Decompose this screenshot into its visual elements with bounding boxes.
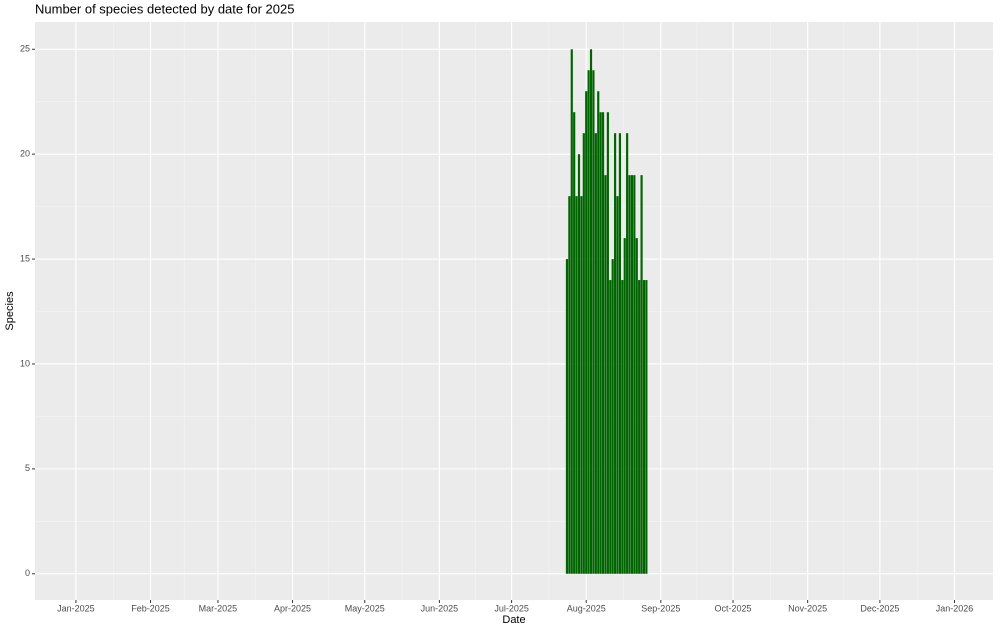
bar bbox=[635, 238, 638, 574]
bar bbox=[565, 259, 569, 574]
chart-title: Number of species detected by date for 2… bbox=[35, 1, 294, 16]
bar bbox=[601, 112, 605, 574]
bar bbox=[623, 238, 626, 574]
y-tick-label: 25 bbox=[20, 44, 30, 54]
y-tick-label: 5 bbox=[25, 463, 30, 473]
y-tick-label: 0 bbox=[25, 568, 30, 578]
x-tick-label: Apr-2025 bbox=[274, 603, 311, 613]
bar bbox=[573, 112, 576, 574]
bar bbox=[611, 259, 614, 574]
bar bbox=[597, 91, 600, 574]
bar bbox=[594, 133, 597, 574]
bar bbox=[616, 196, 619, 574]
bar bbox=[614, 133, 617, 574]
bar bbox=[618, 133, 621, 574]
bar bbox=[580, 196, 583, 574]
grid bbox=[35, 22, 993, 600]
bar bbox=[568, 196, 571, 574]
x-tick-label: Jun-2025 bbox=[421, 603, 459, 613]
x-tick-label: Jul-2025 bbox=[494, 603, 529, 613]
bar bbox=[575, 196, 578, 574]
bar bbox=[609, 280, 612, 574]
x-tick-label: Aug-2025 bbox=[567, 603, 606, 613]
bar bbox=[630, 175, 634, 574]
bar bbox=[587, 70, 590, 574]
y-tick-label: 20 bbox=[20, 149, 30, 159]
y-axis-title: Species bbox=[4, 291, 16, 331]
bar bbox=[642, 280, 646, 574]
x-tick-label: Mar-2025 bbox=[199, 603, 238, 613]
bar bbox=[582, 133, 585, 574]
bar bbox=[621, 280, 624, 574]
panel bbox=[35, 22, 993, 600]
y-tick-label: 15 bbox=[20, 253, 30, 263]
x-tick-label: Dec-2025 bbox=[860, 603, 899, 613]
x-tick-label: Jan-2025 bbox=[57, 603, 95, 613]
bar bbox=[604, 175, 607, 574]
x-tick-label: May-2025 bbox=[345, 603, 385, 613]
bar bbox=[638, 280, 641, 574]
bar bbox=[592, 70, 595, 574]
x-tick-label: Oct-2025 bbox=[715, 603, 752, 613]
bar bbox=[585, 91, 588, 574]
bar bbox=[606, 112, 609, 574]
x-axis-title: Date bbox=[502, 614, 525, 626]
bar bbox=[645, 280, 648, 574]
bar bbox=[628, 175, 631, 574]
bar bbox=[589, 49, 593, 574]
x-tick-label: Jan-2026 bbox=[936, 603, 974, 613]
y-tick-label: 10 bbox=[20, 358, 30, 368]
x-tick-label: Sep-2025 bbox=[641, 603, 680, 613]
bars bbox=[565, 49, 648, 574]
bar bbox=[626, 133, 629, 574]
bar bbox=[633, 175, 636, 574]
bar bbox=[599, 112, 602, 574]
bar bbox=[577, 154, 581, 574]
x-tick-label: Nov-2025 bbox=[788, 603, 827, 613]
bar bbox=[640, 175, 643, 574]
x-tick-label: Feb-2025 bbox=[131, 603, 170, 613]
bar bbox=[570, 49, 573, 574]
